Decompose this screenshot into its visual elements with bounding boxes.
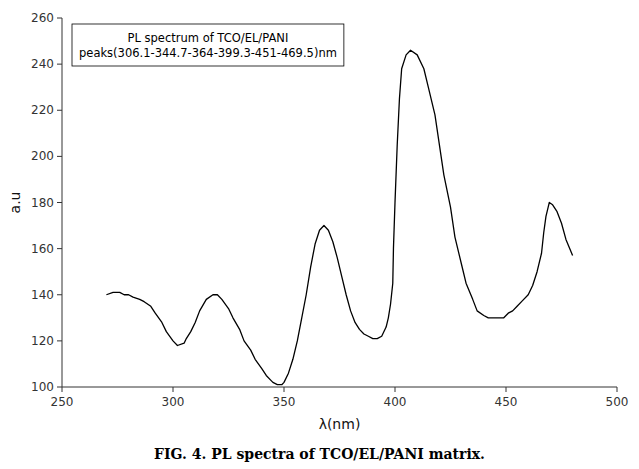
y-tick (57, 110, 62, 111)
x-tick-label: 450 (495, 395, 518, 409)
x-tick (395, 387, 396, 392)
y-tick (57, 387, 62, 388)
x-tick-label: 350 (273, 395, 296, 409)
y-tick-label: 200 (31, 149, 54, 163)
plot-area (106, 50, 572, 384)
y-axis-label: a.u (7, 192, 23, 214)
y-tick (57, 340, 62, 341)
annotation-text: peaks(306.1-344.7-364-399.3-451-469.5)nm (79, 46, 337, 60)
x-tick (62, 387, 63, 392)
y-tick (57, 156, 62, 157)
x-tick (617, 387, 618, 392)
x-tick (173, 387, 174, 392)
x-tick-label: 250 (51, 395, 74, 409)
y-tick-label: 160 (31, 242, 54, 256)
y-tick-label: 220 (31, 103, 54, 117)
y-tick (57, 202, 62, 203)
annotation-box (72, 24, 344, 66)
y-tick-label: 260 (31, 11, 54, 25)
annotation-text: PL spectrum of TCO/EL/PANI (128, 31, 289, 45)
x-tick-label: 300 (162, 395, 185, 409)
annotation: PL spectrum of TCO/EL/PANIpeaks(306.1-34… (79, 31, 337, 60)
x-axis-line (62, 387, 617, 388)
y-tick (57, 248, 62, 249)
x-axis-label: λ(nm) (319, 416, 361, 432)
spectrum-line (106, 50, 572, 384)
title: FIG. 4. PL spectra of TCO/EL/PANI matrix… (154, 446, 485, 462)
y-tick (57, 294, 62, 295)
y-tick-label: 100 (31, 380, 54, 394)
y-tick-label: 240 (31, 57, 54, 71)
chart: 250 300 350 400 450 500 100 120 140 160 180 200 220 2… (0, 0, 639, 469)
y-tick (57, 18, 62, 19)
x-tick-label: 400 (384, 395, 407, 409)
x-tick (506, 387, 507, 392)
x-tick (284, 387, 285, 392)
y-tick-label: 120 (31, 334, 54, 348)
x-tick-label: 500 (606, 395, 629, 409)
y-tick (57, 64, 62, 65)
y-tick-label: 180 (31, 196, 54, 210)
y-tick-label: 140 (31, 288, 54, 302)
